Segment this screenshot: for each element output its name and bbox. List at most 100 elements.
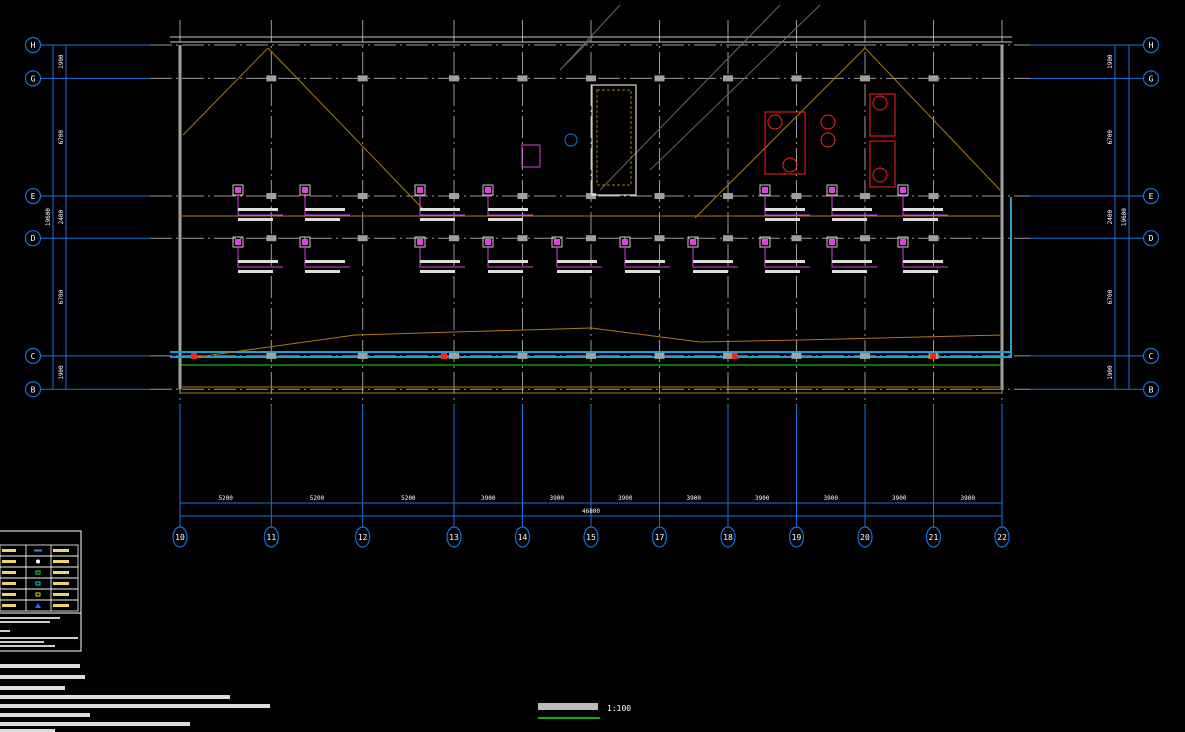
general-note-mark [0,722,190,726]
row-axis-label: D [1149,234,1154,243]
junction-box-fill [302,239,308,245]
ground-test-point [732,353,738,359]
column [860,235,870,242]
column [449,193,459,200]
box-leader [902,195,948,216]
legend-desc-mark [53,571,69,574]
dimension-label: 5200 [218,495,233,502]
diagonal-line [649,4,821,171]
row-axis-label: H [31,41,36,50]
dot-icon [36,559,40,564]
legend-name-mark [2,549,16,552]
row-axis-bubble [1142,381,1160,398]
row-total-dimension-label: 19600 [1121,208,1128,226]
square-icon [35,570,41,575]
column-axis-bubble [925,526,942,548]
column-axis-bubble [172,526,188,548]
distribution-box [521,144,541,168]
box-leader [556,247,602,268]
dimension-label: 5200 [401,495,416,502]
legend-desc-mark [53,560,69,563]
box-annotation [765,208,805,211]
column [357,75,368,82]
row-axis-bubble [24,381,42,398]
box-leader [487,247,533,268]
general-note-mark [0,729,55,732]
junction-box-fill [485,187,491,193]
dimension-label: 5200 [310,495,325,502]
equipment-circle [820,132,836,148]
dimension-label: 3900 [687,495,702,502]
junction-box-fill [900,239,906,245]
row-axis-bubble [1142,347,1160,364]
row-dimension-label: 2400 [58,210,65,225]
box-annotation [903,270,938,273]
column [654,193,665,200]
row-axis-label: D [31,234,36,243]
row-axis-bubble [24,36,42,54]
row-axis-label: G [1149,74,1154,83]
box-annotation [238,208,278,211]
column [586,75,596,82]
box-annotation [832,270,867,273]
equipment-circle [782,157,798,173]
legend-desc-mark [53,549,69,552]
box-leader [419,195,465,216]
legend-name-mark [2,582,16,585]
column [928,193,939,200]
row-axis-bubble [24,230,42,247]
box-annotation [420,270,455,273]
ground-test-point [441,353,447,359]
box-annotation [488,218,523,221]
note-text-mark [0,621,50,623]
legend-name-mark [2,560,16,563]
equipment-circle [767,114,783,130]
row-axis-bubble [24,187,42,205]
ground-arc-line [189,327,1003,359]
box-annotation [765,270,800,273]
dimension-label: 3900 [550,495,565,502]
column [517,193,528,200]
box-annotation [832,208,872,211]
column [860,193,870,200]
column [654,75,665,82]
column [723,75,733,82]
box-leader [831,195,877,216]
junction-box-fill [622,239,628,245]
column [791,352,802,359]
row-axis-label: E [1149,192,1154,201]
column [586,235,596,242]
box-annotation [693,270,728,273]
column [928,75,939,82]
dimension-label: 3900 [755,495,770,502]
junction-box-fill [690,239,696,245]
box-leader [419,247,465,268]
triangle-icon [35,603,41,608]
row-axis-label: H [1149,41,1154,50]
box-annotation [420,218,455,221]
column [266,193,277,200]
equipment-circle [872,167,888,183]
column-axis-label: 13 [449,533,459,542]
column [586,352,596,359]
box-annotation [765,260,805,263]
column [791,75,802,82]
diagonal-line [599,4,781,191]
row-axis-bubble [1142,187,1160,205]
box-annotation [832,260,872,263]
dimension-label: 3900 [481,495,496,502]
row-dimension-label: 1900 [1107,54,1114,69]
column [654,235,665,242]
column [357,193,368,200]
column-axis-label: 15 [586,533,596,542]
box-leader [764,195,810,216]
down-conductor-line [694,47,866,219]
box-leader [624,247,670,268]
general-note-mark [0,675,85,679]
box-leader [692,247,738,268]
junction-box-fill [235,187,241,193]
box-annotation [238,260,278,263]
column [723,235,733,242]
column-axis-bubble [263,526,279,548]
